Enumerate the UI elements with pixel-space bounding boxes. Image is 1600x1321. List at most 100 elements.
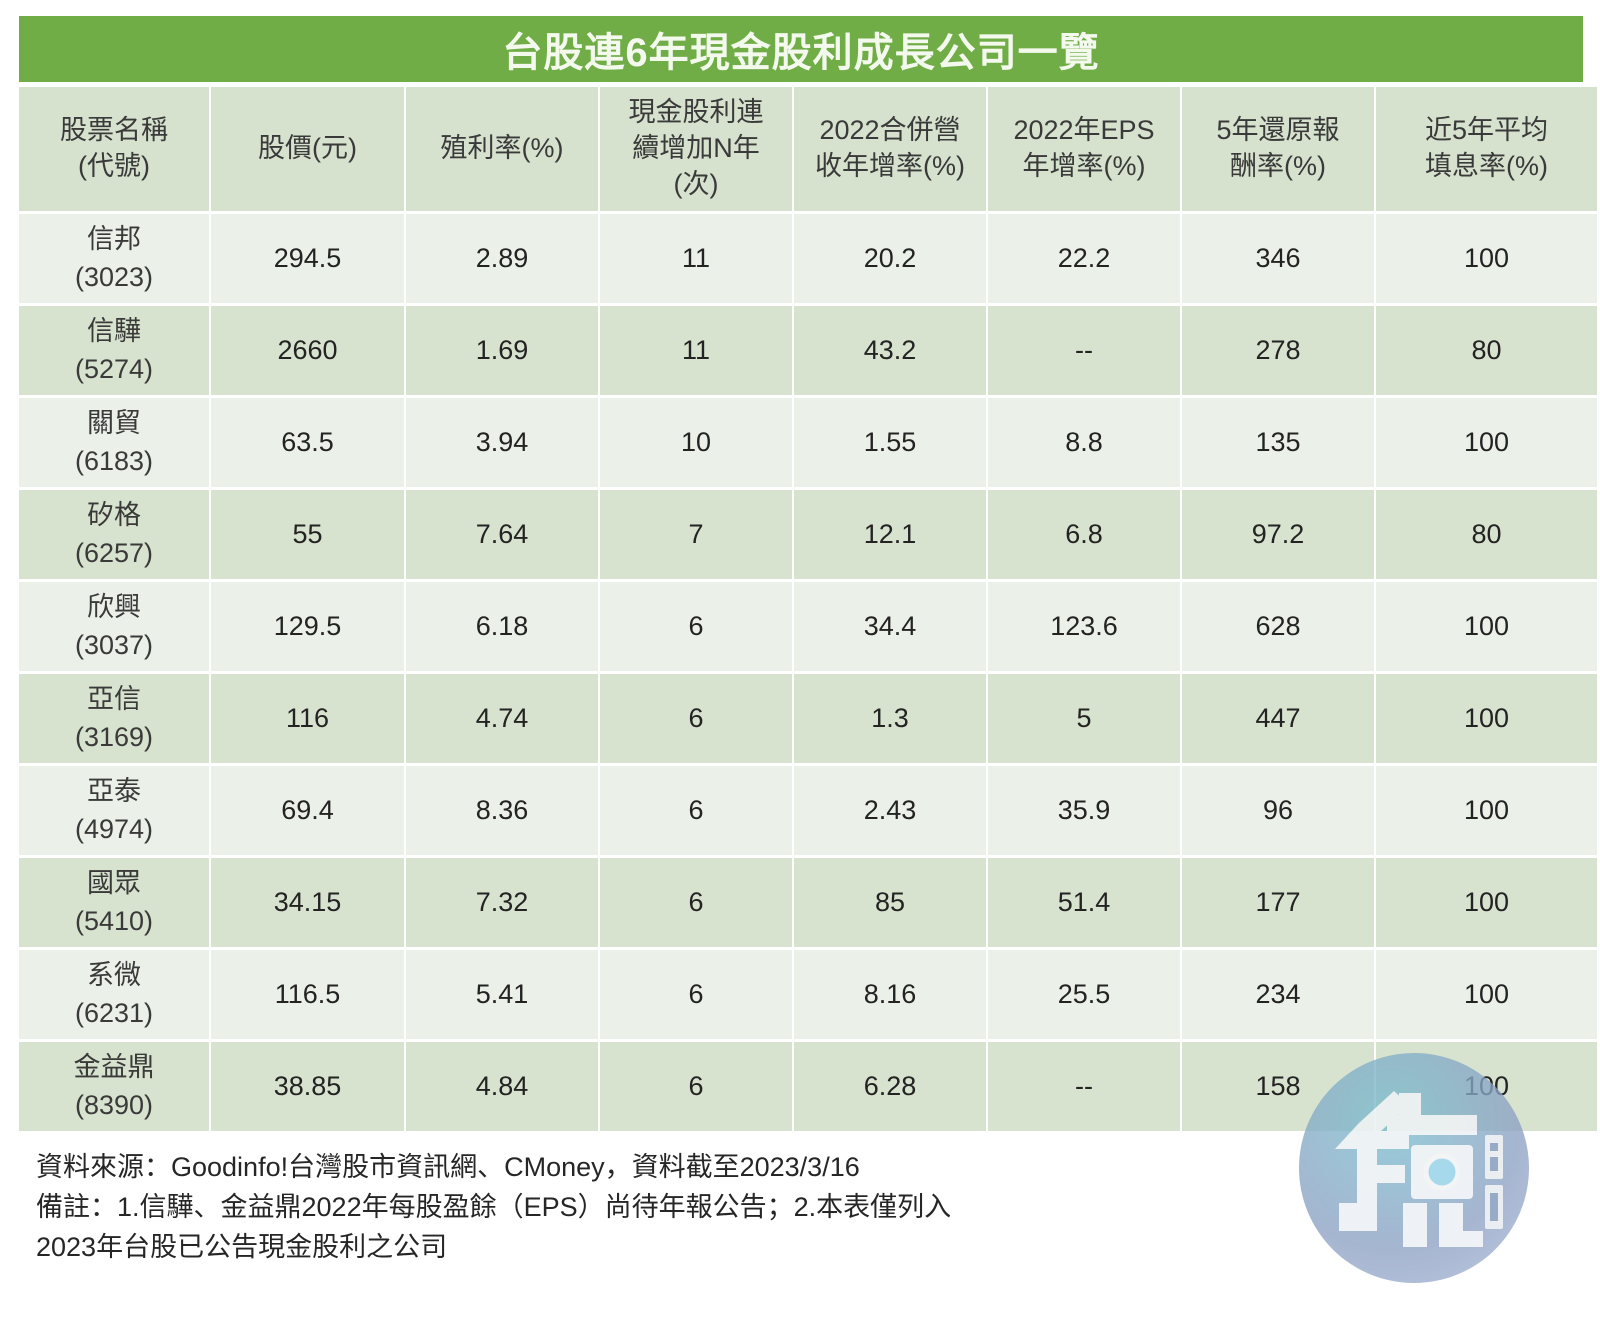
- return-5y-cell: 278: [1182, 306, 1374, 395]
- revenue-growth-cell: 85: [794, 858, 986, 947]
- header-5y-return: 5年還原報 酬率(%): [1182, 87, 1374, 211]
- years-cell: 6: [600, 766, 792, 855]
- stock-name: 亞信: [87, 684, 141, 715]
- fill-rate-cell: 80: [1376, 306, 1597, 395]
- remark-note-line2: 2023年台股已公告現金股利之公司: [36, 1232, 448, 1262]
- price-cell: 69.4: [211, 766, 404, 855]
- stock-name: 關貿: [87, 408, 141, 439]
- header-fill-rate: 近5年平均 填息率(%): [1376, 87, 1597, 211]
- yield-cell: 6.18: [406, 582, 598, 671]
- return-5y-cell: 234: [1182, 950, 1374, 1039]
- return-5y-cell: 135: [1182, 398, 1374, 487]
- stock-name: 金益鼎: [73, 1052, 155, 1083]
- price-cell: 38.85: [211, 1042, 404, 1131]
- revenue-growth-cell: 43.2: [794, 306, 986, 395]
- years-cell: 6: [600, 950, 792, 1039]
- revenue-growth-cell: 20.2: [794, 214, 986, 303]
- yield-cell: 8.36: [406, 766, 598, 855]
- stock-name-cell: 信邦 (3023): [19, 214, 209, 303]
- years-cell: 6: [600, 858, 792, 947]
- fill-rate-cell: 100: [1376, 766, 1597, 855]
- eps-growth-cell: 6.8: [988, 490, 1180, 579]
- years-cell: 7: [600, 490, 792, 579]
- stock-code: (6231): [74, 997, 154, 1028]
- revenue-growth-cell: 1.55: [794, 398, 986, 487]
- stock-code: (5274): [74, 353, 154, 384]
- fill-rate-cell: 100: [1376, 582, 1597, 671]
- stock-code: (5410): [74, 905, 154, 936]
- mirror-weekly-logo-icon: [1299, 1053, 1529, 1283]
- return-5y-cell: 97.2: [1182, 490, 1374, 579]
- eps-growth-cell: 8.8: [988, 398, 1180, 487]
- years-cell: 10: [600, 398, 792, 487]
- yield-cell: 1.69: [406, 306, 598, 395]
- fill-rate-cell: 100: [1376, 674, 1597, 763]
- price-cell: 116: [211, 674, 404, 763]
- footnotes: 資料來源：Goodinfo!台灣股市資訊網、CMoney，資料截至2023/3/…: [36, 1147, 951, 1267]
- header-revenue-growth: 2022合併營 收年增率(%): [794, 87, 986, 211]
- stock-name-cell: 亞泰 (4974): [19, 766, 209, 855]
- fill-rate-cell: 100: [1376, 398, 1597, 487]
- stock-code: (3023): [74, 261, 154, 292]
- stock-name: 系微: [87, 960, 141, 991]
- return-5y-cell: 628: [1182, 582, 1374, 671]
- revenue-growth-cell: 8.16: [794, 950, 986, 1039]
- stock-code: (3169): [74, 721, 154, 752]
- dividend-growth-table: 股票名稱 (代號) 股價(元) 殖利率(%) 現金股利連 續增加N年 (次) 2…: [19, 87, 1597, 1131]
- return-5y-cell: 177: [1182, 858, 1374, 947]
- header-price: 股價(元): [211, 87, 404, 211]
- revenue-growth-cell: 12.1: [794, 490, 986, 579]
- stock-code: (3037): [74, 629, 154, 660]
- revenue-growth-cell: 34.4: [794, 582, 986, 671]
- eps-growth-cell: --: [988, 306, 1180, 395]
- yield-cell: 3.94: [406, 398, 598, 487]
- stock-name: 信驊: [87, 316, 141, 347]
- eps-growth-cell: 51.4: [988, 858, 1180, 947]
- return-5y-cell: 346: [1182, 214, 1374, 303]
- table-title: 台股連6年現金股利成長公司一覽: [502, 31, 1100, 75]
- stock-name: 信邦: [87, 224, 141, 255]
- eps-growth-cell: 22.2: [988, 214, 1180, 303]
- yield-cell: 4.84: [406, 1042, 598, 1131]
- stock-code: (4974): [74, 813, 154, 844]
- header-eps-growth: 2022年EPS 年增率(%): [988, 87, 1180, 211]
- stock-code: (8390): [74, 1089, 154, 1120]
- revenue-growth-cell: 6.28: [794, 1042, 986, 1131]
- stock-code: (6183): [74, 445, 154, 476]
- eps-growth-cell: 123.6: [988, 582, 1180, 671]
- revenue-growth-cell: 2.43: [794, 766, 986, 855]
- years-cell: 6: [600, 582, 792, 671]
- price-cell: 294.5: [211, 214, 404, 303]
- stock-code: (6257): [74, 537, 154, 568]
- yield-cell: 2.89: [406, 214, 598, 303]
- years-cell: 6: [600, 1042, 792, 1131]
- header-stock-name: 股票名稱 (代號): [19, 87, 209, 211]
- eps-growth-cell: --: [988, 1042, 1180, 1131]
- price-cell: 55: [211, 490, 404, 579]
- stock-name-cell: 金益鼎 (8390): [19, 1042, 209, 1131]
- revenue-growth-cell: 1.3: [794, 674, 986, 763]
- years-cell: 11: [600, 306, 792, 395]
- stock-name-cell: 欣興 (3037): [19, 582, 209, 671]
- price-cell: 129.5: [211, 582, 404, 671]
- stock-name-cell: 國眾 (5410): [19, 858, 209, 947]
- price-cell: 63.5: [211, 398, 404, 487]
- return-5y-cell: 96: [1182, 766, 1374, 855]
- stock-name-cell: 矽格 (6257): [19, 490, 209, 579]
- yield-cell: 5.41: [406, 950, 598, 1039]
- yield-cell: 4.74: [406, 674, 598, 763]
- price-cell: 2660: [211, 306, 404, 395]
- fill-rate-cell: 80: [1376, 490, 1597, 579]
- stock-name: 亞泰: [87, 776, 141, 807]
- eps-growth-cell: 35.9: [988, 766, 1180, 855]
- stock-name-cell: 信驊 (5274): [19, 306, 209, 395]
- stock-name-cell: 關貿 (6183): [19, 398, 209, 487]
- return-5y-cell: 447: [1182, 674, 1374, 763]
- fill-rate-cell: 100: [1376, 214, 1597, 303]
- price-cell: 34.15: [211, 858, 404, 947]
- eps-growth-cell: 25.5: [988, 950, 1180, 1039]
- stock-name: 國眾: [87, 868, 141, 899]
- years-cell: 11: [600, 214, 792, 303]
- yield-cell: 7.64: [406, 490, 598, 579]
- fill-rate-cell: 100: [1376, 858, 1597, 947]
